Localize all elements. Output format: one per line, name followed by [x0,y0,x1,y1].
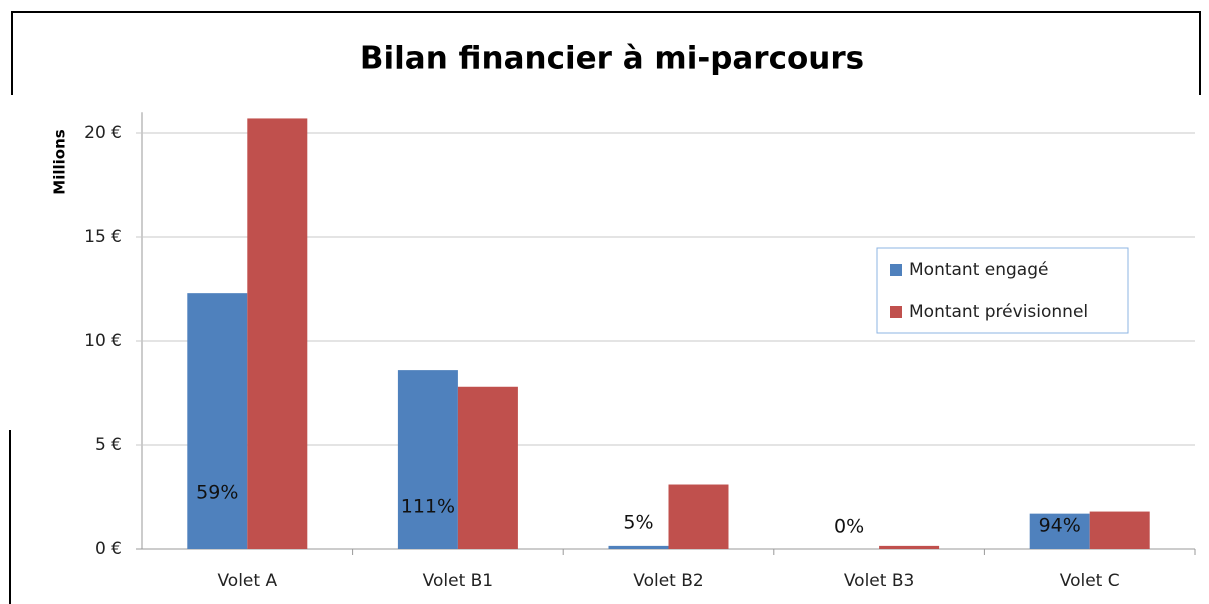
bar [668,484,729,549]
legend-label: Montant prévisionnel [909,302,1088,322]
y-tick-label: 15 € [84,227,122,247]
legend-swatch [890,264,902,276]
bar [1029,513,1090,549]
x-tick-label: Volet B1 [423,571,493,591]
y-tick-label: 10 € [84,331,122,351]
bar-annotation: 0% [834,516,864,538]
x-tick-label: Volet B2 [633,571,703,591]
bar-annotation: 111% [401,496,455,518]
legend-swatch [890,306,902,318]
bar-annotation: 59% [196,482,238,504]
x-tick-label: Volet A [218,571,278,591]
legend-label: Montant engagé [909,260,1048,280]
bar [1089,511,1150,549]
x-tick-label: Volet C [1060,571,1120,591]
bar [879,545,940,549]
bar [247,118,308,549]
bar [187,293,248,549]
chart-title: Bilan financier à mi-parcours [360,41,864,77]
y-tick-label: 20 € [84,123,122,143]
bar [397,370,458,549]
bar [608,545,669,549]
bar-annotation: 94% [1039,515,1081,537]
frame [11,11,1201,95]
y-tick-label: 0 € [95,539,122,559]
bar [457,386,518,549]
legend-box [876,247,1129,334]
y-axis-title: Millions [51,129,69,194]
x-tick-label: Volet B3 [844,571,914,591]
y-tick-label: 5 € [95,435,122,455]
bar-annotation: 5% [623,512,653,534]
